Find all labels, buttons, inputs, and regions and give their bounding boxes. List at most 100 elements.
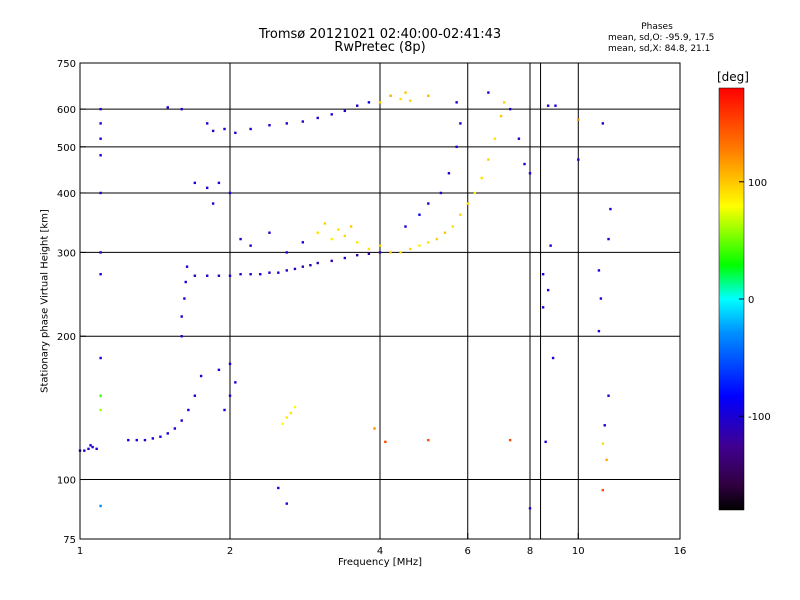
data-point: [427, 241, 430, 244]
data-point: [285, 416, 288, 419]
data-point: [349, 225, 353, 228]
data-point: [466, 202, 469, 205]
data-point: [180, 315, 183, 318]
y-tick-label: 100: [57, 476, 76, 487]
data-point: [599, 297, 603, 300]
data-point: [309, 264, 312, 267]
data-point: [404, 225, 407, 228]
data-point: [367, 101, 371, 104]
data-point: [211, 202, 215, 205]
chart-title: Tromsø 20121021 02:40:00-02:41:43: [258, 27, 502, 42]
data-point: [277, 486, 280, 490]
data-point: [99, 394, 102, 397]
data-point: [603, 424, 606, 427]
data-point: [355, 241, 359, 244]
data-point: [99, 273, 102, 276]
data-point: [205, 186, 209, 190]
data-point: [228, 274, 232, 277]
colorbar-tick-label: 100: [748, 178, 767, 189]
data-point: [135, 438, 138, 442]
data-point: [91, 445, 94, 449]
data-point: [609, 207, 612, 211]
data-point: [455, 145, 458, 149]
data-point: [301, 120, 305, 123]
data-point: [399, 251, 402, 254]
data-point: [473, 191, 477, 195]
data-point: [523, 162, 526, 166]
data-point: [343, 234, 347, 238]
data-point: [87, 447, 90, 451]
x-tick-label: 6: [465, 546, 471, 557]
data-point: [249, 127, 252, 131]
data-point: [367, 247, 371, 251]
data-point: [89, 444, 92, 447]
data-point: [301, 265, 305, 268]
data-point: [409, 99, 412, 102]
data-point: [249, 273, 252, 276]
data-point: [239, 273, 242, 276]
data-point: [99, 191, 102, 195]
stats-x-mode: mean, sd,X: 84.8, 21.1: [608, 44, 711, 54]
data-point: [239, 237, 242, 241]
data-point: [343, 256, 347, 260]
stats-o-mode: mean, sd,O: -95.9, 17.5: [608, 33, 715, 43]
data-point: [183, 297, 186, 300]
x-tick-label: 4: [377, 546, 383, 557]
data-point: [455, 101, 458, 104]
data-point: [418, 244, 421, 247]
y-axis-label: Stationary phase Virtual Height [km]: [39, 209, 51, 393]
data-point: [367, 252, 371, 256]
data-point: [223, 408, 226, 412]
data-point: [409, 247, 412, 251]
data-point: [427, 94, 430, 97]
data-point: [487, 158, 490, 161]
data-point: [151, 437, 155, 440]
data-point: [399, 97, 402, 101]
x-tick-label: 2: [227, 546, 233, 557]
data-point: [389, 251, 392, 254]
y-tick-label: 400: [57, 189, 76, 200]
data-point: [427, 202, 430, 205]
data-point: [551, 356, 555, 360]
data-point: [316, 261, 319, 265]
data-point: [378, 244, 382, 247]
data-point: [355, 253, 359, 257]
data-point: [99, 107, 102, 111]
data-point: [384, 440, 387, 444]
data-point: [234, 381, 237, 384]
data-point: [285, 269, 288, 272]
data-point: [234, 131, 237, 135]
data-point: [499, 114, 503, 118]
grid: [80, 63, 680, 539]
data-point: [418, 213, 421, 216]
data-point: [528, 507, 532, 510]
data-point: [211, 129, 215, 133]
data-point: [601, 442, 605, 445]
data-point: [268, 271, 271, 274]
y-tick-label: 750: [57, 59, 76, 70]
data-point: [577, 158, 580, 161]
data-point: [217, 274, 221, 277]
data-point: [289, 411, 293, 415]
data-point: [330, 259, 333, 263]
data-point: [217, 368, 221, 372]
data-point: [228, 362, 232, 366]
data-point: [193, 394, 197, 397]
data-point: [143, 438, 147, 442]
data-point: [99, 251, 102, 254]
data-point: [544, 440, 547, 444]
data-point: [127, 438, 130, 442]
data-point: [159, 435, 162, 438]
data-point: [427, 438, 430, 442]
data-point: [285, 502, 288, 505]
data-point: [180, 335, 183, 338]
data-point: [459, 122, 462, 125]
data-point: [607, 237, 610, 241]
data-point: [205, 122, 209, 125]
data-point: [546, 288, 550, 292]
data-point: [83, 449, 86, 452]
data-point: [316, 116, 319, 120]
data-point: [180, 419, 183, 422]
data-point: [508, 438, 512, 442]
